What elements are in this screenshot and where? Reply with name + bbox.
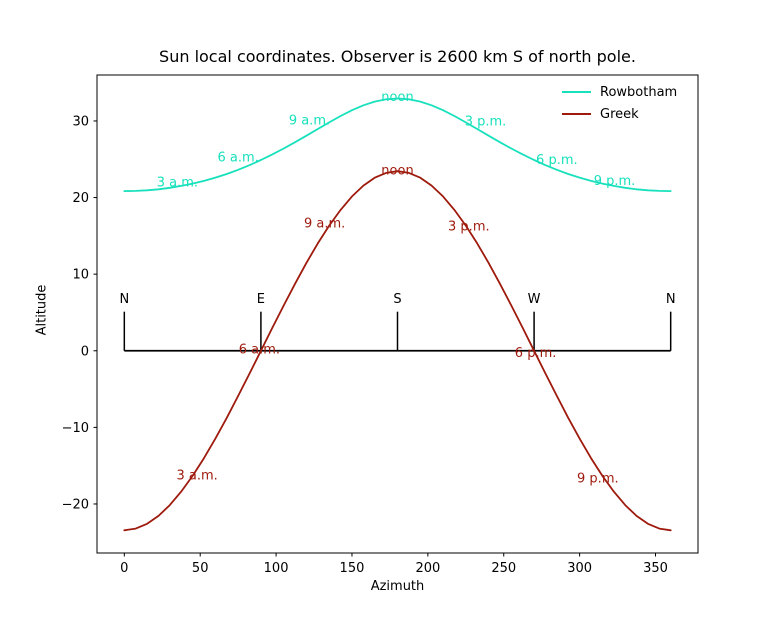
legend-item-greek: Greek: [562, 103, 677, 125]
hour-label-greek-6-p-m: 6 p.m.: [515, 346, 557, 361]
plot-border: [96, 74, 699, 554]
hour-label-greek-9-a-m: 9 a.m.: [304, 216, 345, 231]
x-tick-label: 150: [340, 561, 365, 576]
curve-rowbotham: [123, 97, 672, 193]
x-tick-label: 250: [491, 561, 516, 576]
hour-label-greek-6-a-m: 6 a.m.: [239, 343, 280, 358]
compass-label-w-270: W: [528, 292, 541, 307]
hour-label-rowbotham-6-a-m: 6 a.m.: [217, 150, 258, 165]
hour-label-greek-3-a-m: 3 a.m.: [177, 468, 218, 483]
y-tick-label: 30: [72, 114, 89, 129]
hour-label-rowbotham-6-p-m: 6 p.m.: [536, 153, 578, 168]
y-tick-label: −10: [62, 421, 89, 436]
hour-label-rowbotham-9-a-m: 9 a.m.: [289, 114, 330, 129]
legend-item-rowbotham: Rowbotham: [562, 81, 677, 103]
y-tick-label: 0: [81, 344, 89, 359]
compass-label-n-0: N: [119, 292, 129, 307]
hour-label-greek-9-p-m: 9 p.m.: [577, 471, 619, 486]
x-tick-label: 50: [192, 561, 209, 576]
x-tick-label: 100: [264, 561, 289, 576]
x-tick-label: 300: [567, 561, 592, 576]
y-tick-label: 20: [72, 191, 89, 206]
hour-label-greek-noon: noon: [381, 163, 413, 178]
compass-label-n-360: N: [666, 292, 676, 307]
hour-label-greek-3-p-m: 3 p.m.: [448, 219, 490, 234]
hour-label-rowbotham-3-a-m: 3 a.m.: [157, 176, 198, 191]
legend-label-rowbotham: Rowbotham: [600, 84, 678, 100]
curve-greek: [123, 170, 672, 532]
x-tick-label: 0: [120, 561, 128, 576]
compass-label-s-180: S: [393, 292, 401, 307]
y-tick-label: 10: [72, 268, 89, 283]
y-tick-label: −20: [62, 497, 89, 512]
legend: Rowbotham Greek: [562, 81, 677, 125]
legend-label-greek: Greek: [600, 106, 639, 122]
hour-label-rowbotham-9-p-m: 9 p.m.: [594, 174, 636, 189]
hour-label-rowbotham-noon: noon: [381, 90, 413, 105]
rowbotham-line-swatch: [562, 91, 591, 93]
chart-title: Sun local coordinates. Observer is 2600 …: [159, 47, 636, 66]
x-tick-label: 350: [643, 561, 668, 576]
x-tick-label: 200: [415, 561, 440, 576]
x-axis-label: Azimuth: [370, 579, 425, 594]
greek-line-swatch: [562, 113, 591, 115]
hour-label-rowbotham-3-p-m: 3 p.m.: [465, 114, 507, 129]
compass-label-e-90: E: [257, 292, 265, 307]
y-axis-label: Altitude: [34, 284, 50, 336]
